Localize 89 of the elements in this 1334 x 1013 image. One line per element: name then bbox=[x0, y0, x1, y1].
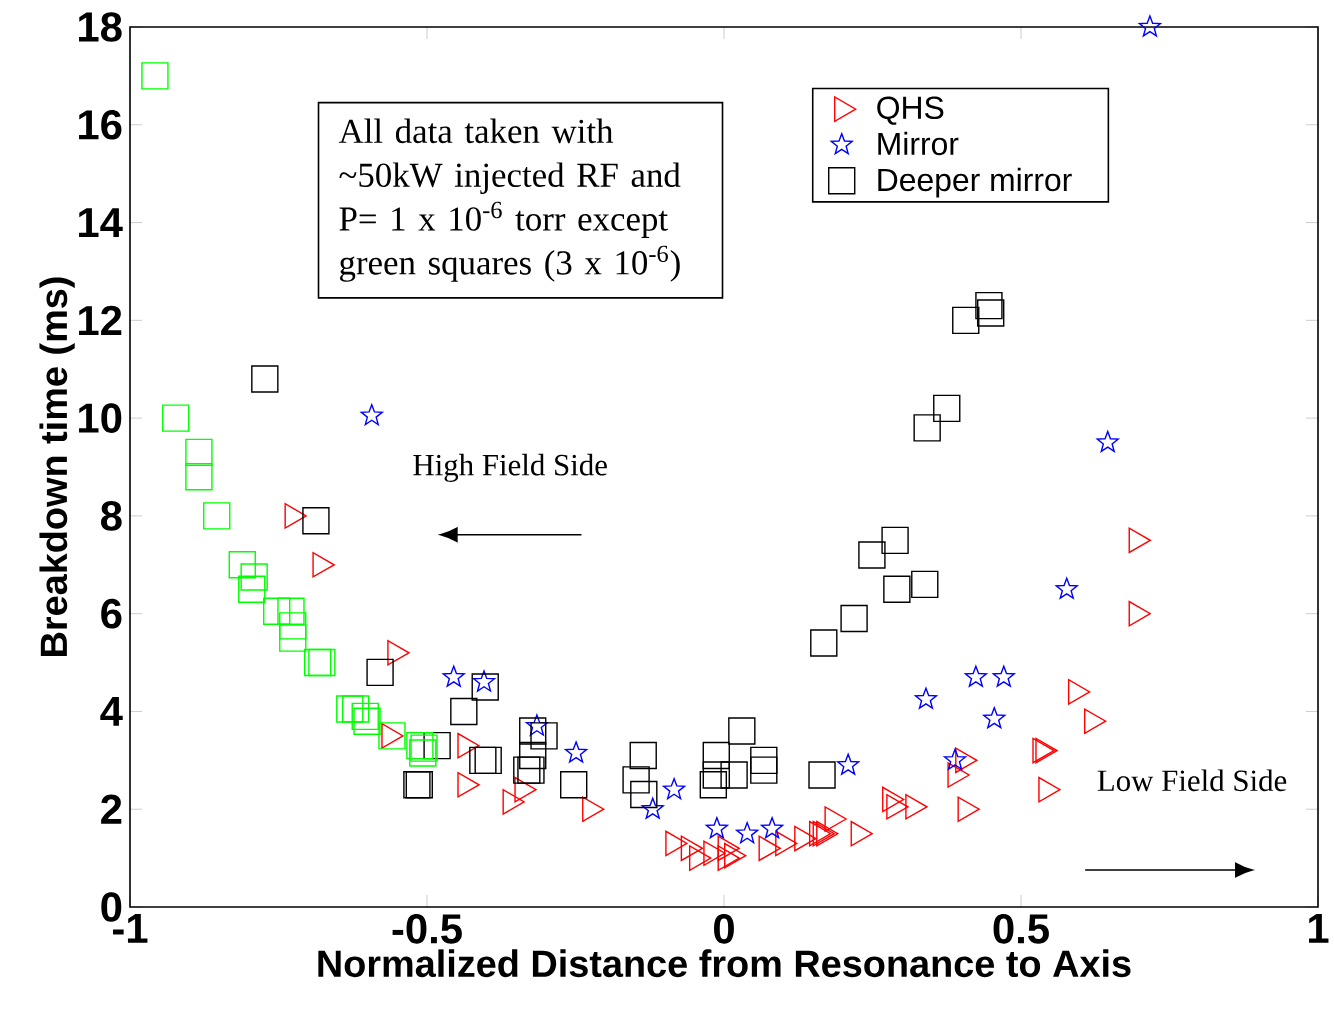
point bbox=[351, 702, 379, 731]
point bbox=[560, 771, 588, 799]
point bbox=[1096, 430, 1119, 453]
y-tick-label: 10 bbox=[79, 403, 122, 433]
point bbox=[728, 717, 756, 745]
point bbox=[450, 697, 478, 726]
x-tick-label: -0.5 bbox=[392, 914, 462, 944]
x-tick-label: 1 bbox=[1309, 914, 1329, 943]
point bbox=[185, 438, 213, 467]
point bbox=[203, 502, 231, 530]
legend-label: Deeper mirror bbox=[878, 167, 1072, 198]
point bbox=[858, 541, 886, 569]
point bbox=[238, 575, 266, 603]
point bbox=[760, 817, 784, 839]
point bbox=[836, 753, 860, 775]
y-tick-label: 8 bbox=[101, 501, 122, 531]
point bbox=[702, 761, 730, 789]
point bbox=[622, 766, 650, 794]
annotation: All data taken with ~50kW injected RF and P= 1 x 10$^{-6}$ torr except green squares (3 x 10$^{-6}$) bbox=[338, 118, 681, 282]
point bbox=[336, 695, 364, 723]
point bbox=[810, 629, 838, 657]
annotation: Low Field Side bbox=[1097, 769, 1287, 792]
point bbox=[883, 575, 911, 603]
y-tick-label: 16 bbox=[79, 109, 122, 140]
point bbox=[641, 797, 664, 819]
point bbox=[933, 394, 961, 423]
y-tick-label: 14 bbox=[79, 208, 123, 237]
point bbox=[977, 299, 1005, 327]
point bbox=[472, 670, 496, 692]
point bbox=[750, 756, 778, 784]
point bbox=[964, 665, 988, 687]
legend-label: Mirror bbox=[878, 131, 959, 156]
y-tick-label: 18 bbox=[79, 12, 122, 42]
point bbox=[185, 463, 213, 491]
x-tick-label: 0.5 bbox=[993, 914, 1049, 944]
point bbox=[342, 695, 370, 723]
point bbox=[162, 404, 190, 432]
y-tick-label: 6 bbox=[101, 598, 122, 629]
point bbox=[360, 403, 383, 426]
point bbox=[1055, 577, 1078, 599]
legend-label: QHS bbox=[877, 96, 944, 125]
point bbox=[736, 821, 759, 844]
point bbox=[1138, 15, 1162, 37]
point bbox=[808, 761, 836, 789]
y-tick-label: 2 bbox=[101, 794, 122, 824]
annotation: High Field Side bbox=[413, 453, 607, 482]
point bbox=[750, 746, 778, 775]
y-tick-label: 4 bbox=[100, 697, 123, 726]
point bbox=[881, 526, 909, 555]
x-axis-title: Normalized Distance from Resonance to Axis bbox=[318, 949, 1131, 978]
point bbox=[519, 717, 547, 745]
point bbox=[840, 604, 868, 633]
point bbox=[530, 722, 558, 750]
point bbox=[983, 707, 1006, 729]
point bbox=[914, 687, 938, 709]
point bbox=[992, 665, 1015, 687]
point bbox=[630, 780, 658, 809]
point bbox=[474, 746, 502, 775]
point bbox=[279, 612, 307, 640]
point bbox=[302, 507, 330, 535]
point bbox=[702, 741, 730, 770]
point bbox=[366, 658, 394, 687]
point bbox=[699, 771, 728, 799]
point bbox=[975, 291, 1003, 320]
y-axis-title: Breakdown time (ms) bbox=[39, 277, 75, 656]
point bbox=[629, 741, 657, 770]
point bbox=[141, 62, 169, 90]
point bbox=[353, 707, 381, 735]
point bbox=[409, 739, 437, 767]
point bbox=[277, 597, 305, 625]
point bbox=[564, 741, 588, 763]
point bbox=[662, 777, 686, 800]
point bbox=[228, 551, 256, 579]
point bbox=[251, 365, 279, 393]
point bbox=[952, 306, 980, 335]
point bbox=[471, 673, 499, 701]
point bbox=[911, 570, 939, 599]
point bbox=[240, 563, 268, 591]
point bbox=[263, 597, 291, 625]
point bbox=[442, 665, 465, 687]
x-tick-label: 0 bbox=[714, 914, 734, 944]
point bbox=[943, 748, 967, 770]
point bbox=[720, 761, 748, 789]
point bbox=[913, 414, 941, 442]
y-tick-label: 12 bbox=[79, 305, 122, 335]
point bbox=[279, 624, 307, 652]
point bbox=[469, 746, 497, 775]
point bbox=[519, 741, 547, 770]
point bbox=[705, 817, 729, 839]
